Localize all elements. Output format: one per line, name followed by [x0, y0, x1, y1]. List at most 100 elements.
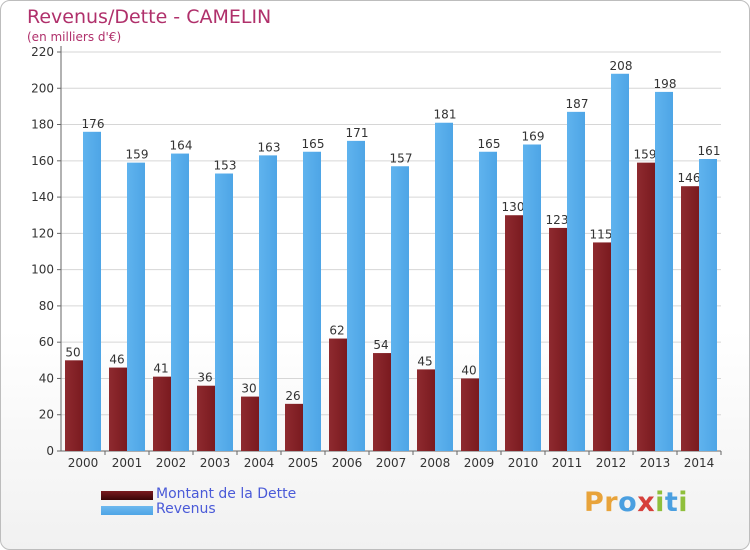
- y-tick-label: 200: [31, 81, 54, 95]
- label-revenue-2003: 153: [214, 159, 237, 173]
- bar-debt-2008: [417, 369, 435, 451]
- bar-revenue-2000: [83, 131, 101, 452]
- y-tick-label: 60: [39, 335, 54, 349]
- label-debt-2014: 146: [678, 171, 701, 185]
- x-tick-label-2008: 2008: [420, 456, 451, 470]
- bar-debt-2011: [549, 227, 567, 451]
- label-debt-2004: 30: [241, 382, 256, 396]
- chart-title: Revenus/Dette - CAMELIN: [27, 6, 272, 28]
- x-tick-label-2012: 2012: [596, 456, 627, 470]
- label-debt-2009: 40: [461, 363, 476, 377]
- label-revenue-2009: 165: [478, 137, 501, 151]
- bar-revenue-2006: [347, 140, 365, 452]
- label-revenue-2002: 164: [170, 139, 193, 153]
- bar-revenue-2011: [567, 111, 585, 451]
- label-debt-2005: 26: [285, 389, 300, 403]
- bar-revenue-2012: [611, 73, 629, 451]
- legend-label-debt: Montant de la Dette: [156, 486, 297, 502]
- bar-debt-2014: [681, 186, 699, 451]
- bar-revenue-2005: [303, 151, 321, 451]
- label-debt-2002: 41: [153, 362, 168, 376]
- bar-debt-2001: [109, 367, 127, 451]
- x-tick-label-2005: 2005: [288, 456, 319, 470]
- label-debt-2006: 62: [329, 324, 344, 338]
- legend-swatch-debt: [101, 491, 153, 500]
- legend-label-revenue: Revenus: [156, 501, 216, 517]
- bar-revenue-2002: [171, 153, 189, 451]
- label-revenue-2004: 163: [258, 140, 281, 154]
- bar-debt-2007: [373, 353, 391, 451]
- label-debt-2003: 36: [197, 371, 212, 385]
- bar-revenue-2007: [391, 166, 409, 451]
- bar-debt-2002: [153, 376, 171, 451]
- y-tick-label: 180: [31, 118, 54, 132]
- bar-revenue-2003: [215, 173, 233, 451]
- bar-revenue-2004: [259, 155, 277, 452]
- x-tick-label-2013: 2013: [640, 456, 671, 470]
- bar-debt-2012: [593, 242, 611, 451]
- x-tick-label-2002: 2002: [156, 456, 187, 470]
- x-tick-label-2006: 2006: [332, 456, 363, 470]
- bar-revenue-2008: [435, 122, 453, 452]
- label-revenue-2007: 157: [390, 151, 413, 165]
- label-debt-2001: 46: [109, 353, 124, 367]
- x-tick-label-2003: 2003: [200, 456, 231, 470]
- x-tick-label-2000: 2000: [68, 456, 99, 470]
- proxiti-logo: Proxiti: [584, 487, 688, 518]
- bar-debt-2010: [505, 215, 523, 451]
- x-tick-label-2007: 2007: [376, 456, 407, 470]
- logo-letter: t: [664, 487, 679, 518]
- chart-subtitle: (en milliers d'€): [27, 30, 122, 44]
- label-debt-2013: 159: [634, 148, 657, 162]
- logo-letter: o: [618, 487, 638, 518]
- label-revenue-2010: 169: [522, 129, 545, 143]
- y-tick-label: 160: [31, 154, 54, 168]
- x-tick-label-2014: 2014: [684, 456, 715, 470]
- label-revenue-2005: 165: [302, 137, 325, 151]
- label-debt-2012: 115: [590, 227, 613, 241]
- bar-revenue-2009: [479, 151, 497, 451]
- label-debt-2010: 130: [502, 200, 525, 214]
- x-tick-label-2011: 2011: [552, 456, 583, 470]
- bar-debt-2003: [197, 385, 215, 451]
- bar-revenue-2014: [699, 159, 717, 451]
- label-revenue-2000: 176: [82, 117, 105, 131]
- logo-letter: P: [584, 487, 605, 518]
- y-tick-label: 220: [31, 45, 54, 59]
- y-tick-label: 120: [31, 226, 54, 240]
- label-debt-2000: 50: [65, 345, 80, 359]
- label-revenue-2001: 159: [126, 148, 149, 162]
- x-tick-label-2010: 2010: [508, 456, 539, 470]
- y-tick-label: 80: [39, 299, 54, 313]
- label-debt-2008: 45: [417, 354, 432, 368]
- label-debt-2011: 123: [546, 213, 569, 227]
- x-tick-label-2004: 2004: [244, 456, 275, 470]
- bar-debt-2004: [241, 396, 259, 451]
- label-revenue-2008: 181: [434, 108, 457, 122]
- bar-debt-2005: [285, 403, 303, 451]
- logo-letter: x: [637, 487, 656, 518]
- y-tick-label: 140: [31, 190, 54, 204]
- label-revenue-2011: 187: [566, 97, 589, 111]
- bar-revenue-2001: [127, 162, 145, 451]
- label-revenue-2006: 171: [346, 126, 369, 140]
- logo-letter: i: [655, 487, 665, 518]
- label-debt-2007: 54: [373, 338, 388, 352]
- bar-debt-2013: [637, 162, 655, 451]
- y-tick-label: 100: [31, 263, 54, 277]
- logo-letter: r: [604, 487, 619, 518]
- label-revenue-2013: 198: [654, 77, 677, 91]
- bar-debt-2009: [461, 378, 479, 451]
- bar-debt-2006: [329, 338, 347, 451]
- label-revenue-2012: 208: [610, 59, 633, 73]
- y-tick-label: 40: [39, 371, 54, 385]
- bar-revenue-2013: [655, 91, 673, 452]
- legend-swatch-revenue: [101, 506, 153, 515]
- x-tick-label-2009: 2009: [464, 456, 495, 470]
- bar-revenue-2010: [523, 144, 541, 451]
- logo-letter: i: [678, 487, 689, 518]
- y-tick-label: 0: [46, 444, 54, 458]
- y-tick-label: 20: [39, 408, 54, 422]
